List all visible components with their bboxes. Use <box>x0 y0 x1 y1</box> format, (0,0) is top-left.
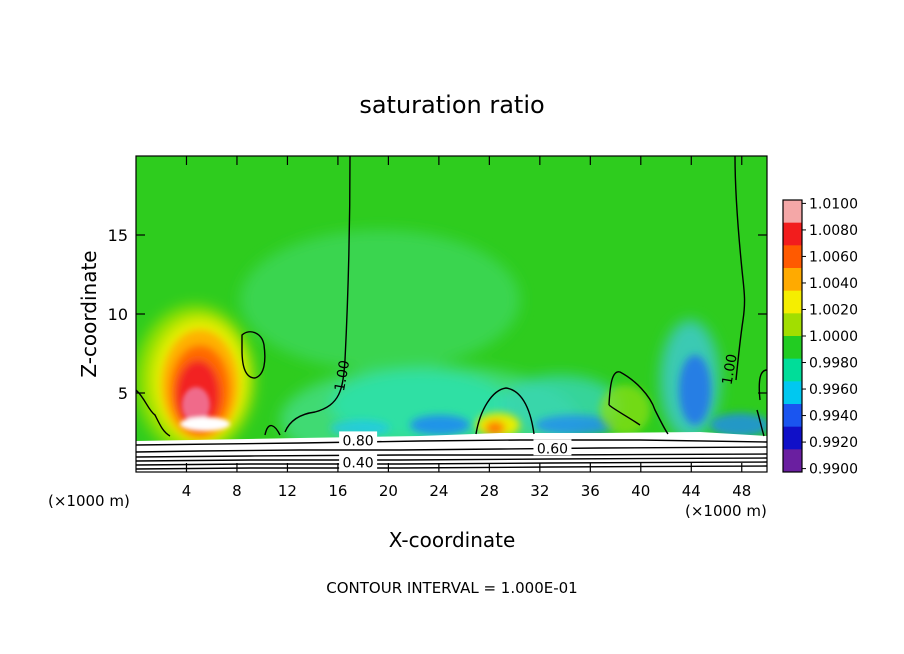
colorbar-label: 0.9960 <box>809 382 858 398</box>
y-axis: 5 10 15 <box>108 226 767 403</box>
x-tick-label: 16 <box>328 482 347 500</box>
colorbar-swatch <box>783 290 802 314</box>
x-tick-label: 36 <box>581 482 600 500</box>
y-tick-label: 15 <box>108 226 128 245</box>
colorbar-label: 0.9940 <box>809 409 858 425</box>
colorbar-swatch <box>783 222 802 246</box>
chart-title: saturation ratio <box>359 91 544 119</box>
x-tick-label: 40 <box>631 482 650 500</box>
contour-label: 0.80 <box>339 431 378 449</box>
contour-label: 0.60 <box>533 439 572 457</box>
colorbar-label: 0.9920 <box>809 435 858 451</box>
colorbar-swatch <box>783 245 802 269</box>
colorbar: 1.0100 1.0080 1.0060 1.0040 1.0020 1.0000 0.99… <box>782 196 858 478</box>
x-unit-right: (×1000 m) <box>685 502 767 520</box>
contour-label-text: 0.60 <box>537 441 568 457</box>
contour-label-text: 1.00 <box>332 359 353 392</box>
x-tick-label: 20 <box>379 482 398 500</box>
x-unit-left: (×1000 m) <box>48 492 130 510</box>
y-tick-label: 10 <box>108 305 128 324</box>
contour-label-text: 1.00 <box>720 353 741 386</box>
contour-label-text: 0.80 <box>343 433 374 449</box>
contour-label-text: 0.40 <box>343 456 374 472</box>
colorbar-swatch <box>783 381 802 405</box>
y-axis-title: Z-coordinate <box>77 250 101 377</box>
colorbar-swatch <box>783 404 802 428</box>
contour-lines <box>136 156 767 470</box>
contour-label: 1.00 <box>332 359 353 392</box>
colorbar-swatch <box>783 268 802 292</box>
contour-labels: 1.00 0.80 0.40 0.60 1.00 <box>332 353 741 472</box>
colorbar-label: 1.0100 <box>809 196 858 212</box>
colorbar-label: 0.9900 <box>809 462 858 478</box>
colorbar-label: 1.0060 <box>809 249 858 265</box>
contour-label: 1.00 <box>720 353 741 386</box>
x-tick-label: 24 <box>429 482 448 500</box>
colorbar-swatch <box>783 426 802 450</box>
x-tick-label: 48 <box>732 482 751 500</box>
colorbar-label: 0.9980 <box>809 356 858 372</box>
colorbar-label: 1.0000 <box>809 329 858 345</box>
x-tick-label: 44 <box>682 482 701 500</box>
heatmap-field <box>136 156 767 472</box>
colorbar-label: 1.0040 <box>809 276 858 292</box>
colorbar-swatch <box>783 449 802 473</box>
x-tick-label: 28 <box>480 482 499 500</box>
colorbar-swatch <box>783 358 802 382</box>
contour-interval-note: CONTOUR INTERVAL = 1.000E-01 <box>326 579 577 597</box>
x-tick-label: 4 <box>182 482 192 500</box>
colorbar-swatch <box>783 313 802 337</box>
colorbar-label: 1.0080 <box>809 223 858 239</box>
x-tick-label: 12 <box>278 482 297 500</box>
contour-label: 0.40 <box>339 453 378 472</box>
x-tick-label: 8 <box>232 482 242 500</box>
x-axis-title: X-coordinate <box>389 528 516 552</box>
x-axis: 4 8 12 16 20 24 28 32 36 40 44 48 <box>182 156 751 500</box>
y-tick-label: 5 <box>118 384 128 403</box>
colorbar-label: 1.0020 <box>809 302 858 318</box>
colorbar-swatch <box>783 200 802 224</box>
colorbar-swatch <box>783 336 802 360</box>
x-tick-label: 32 <box>530 482 549 500</box>
